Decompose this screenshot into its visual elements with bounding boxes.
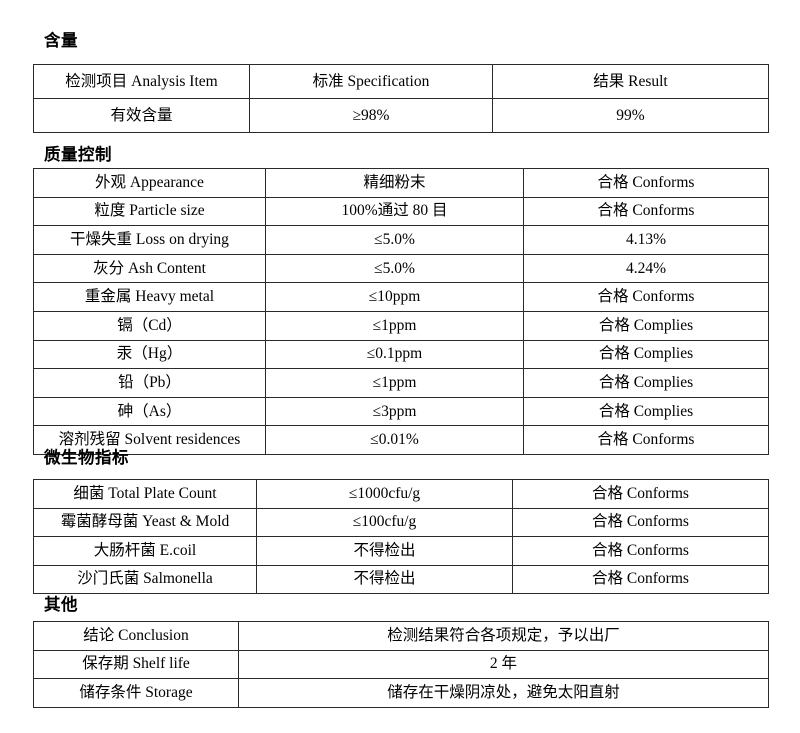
- cell-spec: 不得检出: [256, 536, 513, 566]
- cell-spec: ≤5.0%: [265, 225, 524, 255]
- cell-value: 2 年: [238, 649, 769, 679]
- quality-control-table: 外观 Appearance 精细粉末 合格 Conforms 粒度 Partic…: [33, 168, 769, 455]
- cell-result: 合格 Conforms: [523, 196, 769, 227]
- table-row: 溶剂残留 Solvent residences ≤0.01% 合格 Confor…: [33, 425, 769, 455]
- cell-spec: ≤1000cfu/g: [256, 479, 513, 509]
- cell-value: 储存在干燥阴凉处，避免太阳直射: [238, 678, 769, 708]
- cell-item: 汞（Hg）: [33, 339, 266, 370]
- cell-result: 合格 Conforms: [523, 425, 769, 455]
- cell-spec: ≤1ppm: [265, 310, 524, 341]
- section-heading-microbiology: 微生物指标: [44, 448, 129, 467]
- cell-spec: ≤5.0%: [265, 253, 524, 284]
- cell-result: 合格 Complies: [523, 339, 769, 370]
- cell-result: 合格 Conforms: [512, 564, 769, 594]
- cell-item: 铅（Pb）: [33, 368, 266, 398]
- cell-result: 99%: [492, 98, 769, 133]
- column-header-specification: 标准 Specification: [249, 64, 493, 99]
- cell-spec: 不得检出: [256, 564, 513, 594]
- table-row: 结论 Conclusion 检测结果符合各项规定，予以出厂: [33, 621, 769, 651]
- cell-spec: ≤10ppm: [265, 282, 524, 312]
- cell-spec: ≤3ppm: [265, 396, 524, 427]
- table-row: 保存期 Shelf life 2 年: [33, 649, 769, 679]
- table-row: 灰分 Ash Content ≤5.0% 4.24%: [33, 253, 769, 284]
- cell-item: 干燥失重 Loss on drying: [33, 225, 266, 255]
- cell-result: 合格 Complies: [523, 310, 769, 341]
- table-row: 重金属 Heavy metal ≤10ppm 合格 Conforms: [33, 282, 769, 312]
- cell-result: 合格 Conforms: [512, 536, 769, 566]
- cell-spec: ≥98%: [249, 98, 493, 133]
- table-row: 储存条件 Storage 储存在干燥阴凉处，避免太阳直射: [33, 678, 769, 708]
- table-row: 大肠杆菌 E.coil 不得检出 合格 Conforms: [33, 536, 769, 566]
- cell-item: 保存期 Shelf life: [33, 649, 239, 679]
- cell-spec: ≤1ppm: [265, 368, 524, 398]
- cell-item: 溶剂残留 Solvent residences: [33, 425, 266, 455]
- cell-spec: ≤0.01%: [265, 425, 524, 455]
- cell-result: 合格 Conforms: [512, 507, 769, 537]
- cell-result: 4.13%: [523, 225, 769, 255]
- cell-result: 合格 Conforms: [512, 479, 769, 509]
- cell-result: 4.24%: [523, 253, 769, 284]
- cell-item: 霉菌酵母菌 Yeast & Mold: [33, 507, 257, 537]
- cell-result: 合格 Complies: [523, 396, 769, 427]
- section-heading-assay: 含量: [44, 31, 78, 50]
- cell-result: 合格 Complies: [523, 368, 769, 398]
- table-row: 霉菌酵母菌 Yeast & Mold ≤100cfu/g 合格 Conforms: [33, 507, 769, 537]
- table-row: 汞（Hg） ≤0.1ppm 合格 Complies: [33, 339, 769, 370]
- column-header-analysis-item: 检测项目 Analysis Item: [33, 64, 250, 99]
- section-heading-quality-control: 质量控制: [44, 145, 112, 164]
- other-information-table: 结论 Conclusion 检测结果符合各项规定，予以出厂 保存期 Shelf …: [33, 621, 769, 708]
- cell-item: 结论 Conclusion: [33, 621, 239, 651]
- cell-item: 砷（As）: [33, 396, 266, 427]
- assay-table: 检测项目 Analysis Item 标准 Specification 结果 R…: [33, 64, 769, 133]
- cell-item: 大肠杆菌 E.coil: [33, 536, 257, 566]
- cell-item: 灰分 Ash Content: [33, 253, 266, 284]
- cell-item: 重金属 Heavy metal: [33, 282, 266, 312]
- cell-spec: ≤0.1ppm: [265, 339, 524, 370]
- cell-spec: 100%通过 80 目: [265, 196, 524, 227]
- cell-item: 沙门氏菌 Salmonella: [33, 564, 257, 594]
- table-row: 粒度 Particle size 100%通过 80 目 合格 Conforms: [33, 196, 769, 227]
- table-row: 外观 Appearance 精细粉末 合格 Conforms: [33, 168, 769, 198]
- table-row: 镉（Cd） ≤1ppm 合格 Complies: [33, 310, 769, 341]
- cell-spec: ≤100cfu/g: [256, 507, 513, 537]
- cell-item: 外观 Appearance: [33, 168, 266, 198]
- table-row: 干燥失重 Loss on drying ≤5.0% 4.13%: [33, 225, 769, 255]
- cell-item: 有效含量: [33, 98, 250, 133]
- cell-item: 粒度 Particle size: [33, 196, 266, 227]
- cell-item: 镉（Cd）: [33, 310, 266, 341]
- table-row: 铅（Pb） ≤1ppm 合格 Complies: [33, 368, 769, 398]
- cell-result: 合格 Conforms: [523, 168, 769, 198]
- cell-item: 细菌 Total Plate Count: [33, 479, 257, 509]
- cell-spec: 精细粉末: [265, 168, 524, 198]
- table-header-row: 检测项目 Analysis Item 标准 Specification 结果 R…: [33, 64, 769, 99]
- table-row: 有效含量 ≥98% 99%: [33, 98, 769, 133]
- table-row: 沙门氏菌 Salmonella 不得检出 合格 Conforms: [33, 564, 769, 594]
- microbiology-table: 细菌 Total Plate Count ≤1000cfu/g 合格 Confo…: [33, 479, 769, 594]
- cell-item: 储存条件 Storage: [33, 678, 239, 708]
- table-row: 细菌 Total Plate Count ≤1000cfu/g 合格 Confo…: [33, 479, 769, 509]
- section-heading-other: 其他: [44, 595, 78, 614]
- cell-value: 检测结果符合各项规定，予以出厂: [238, 621, 769, 651]
- column-header-result: 结果 Result: [492, 64, 769, 99]
- table-row: 砷（As） ≤3ppm 合格 Complies: [33, 396, 769, 427]
- cell-result: 合格 Conforms: [523, 282, 769, 312]
